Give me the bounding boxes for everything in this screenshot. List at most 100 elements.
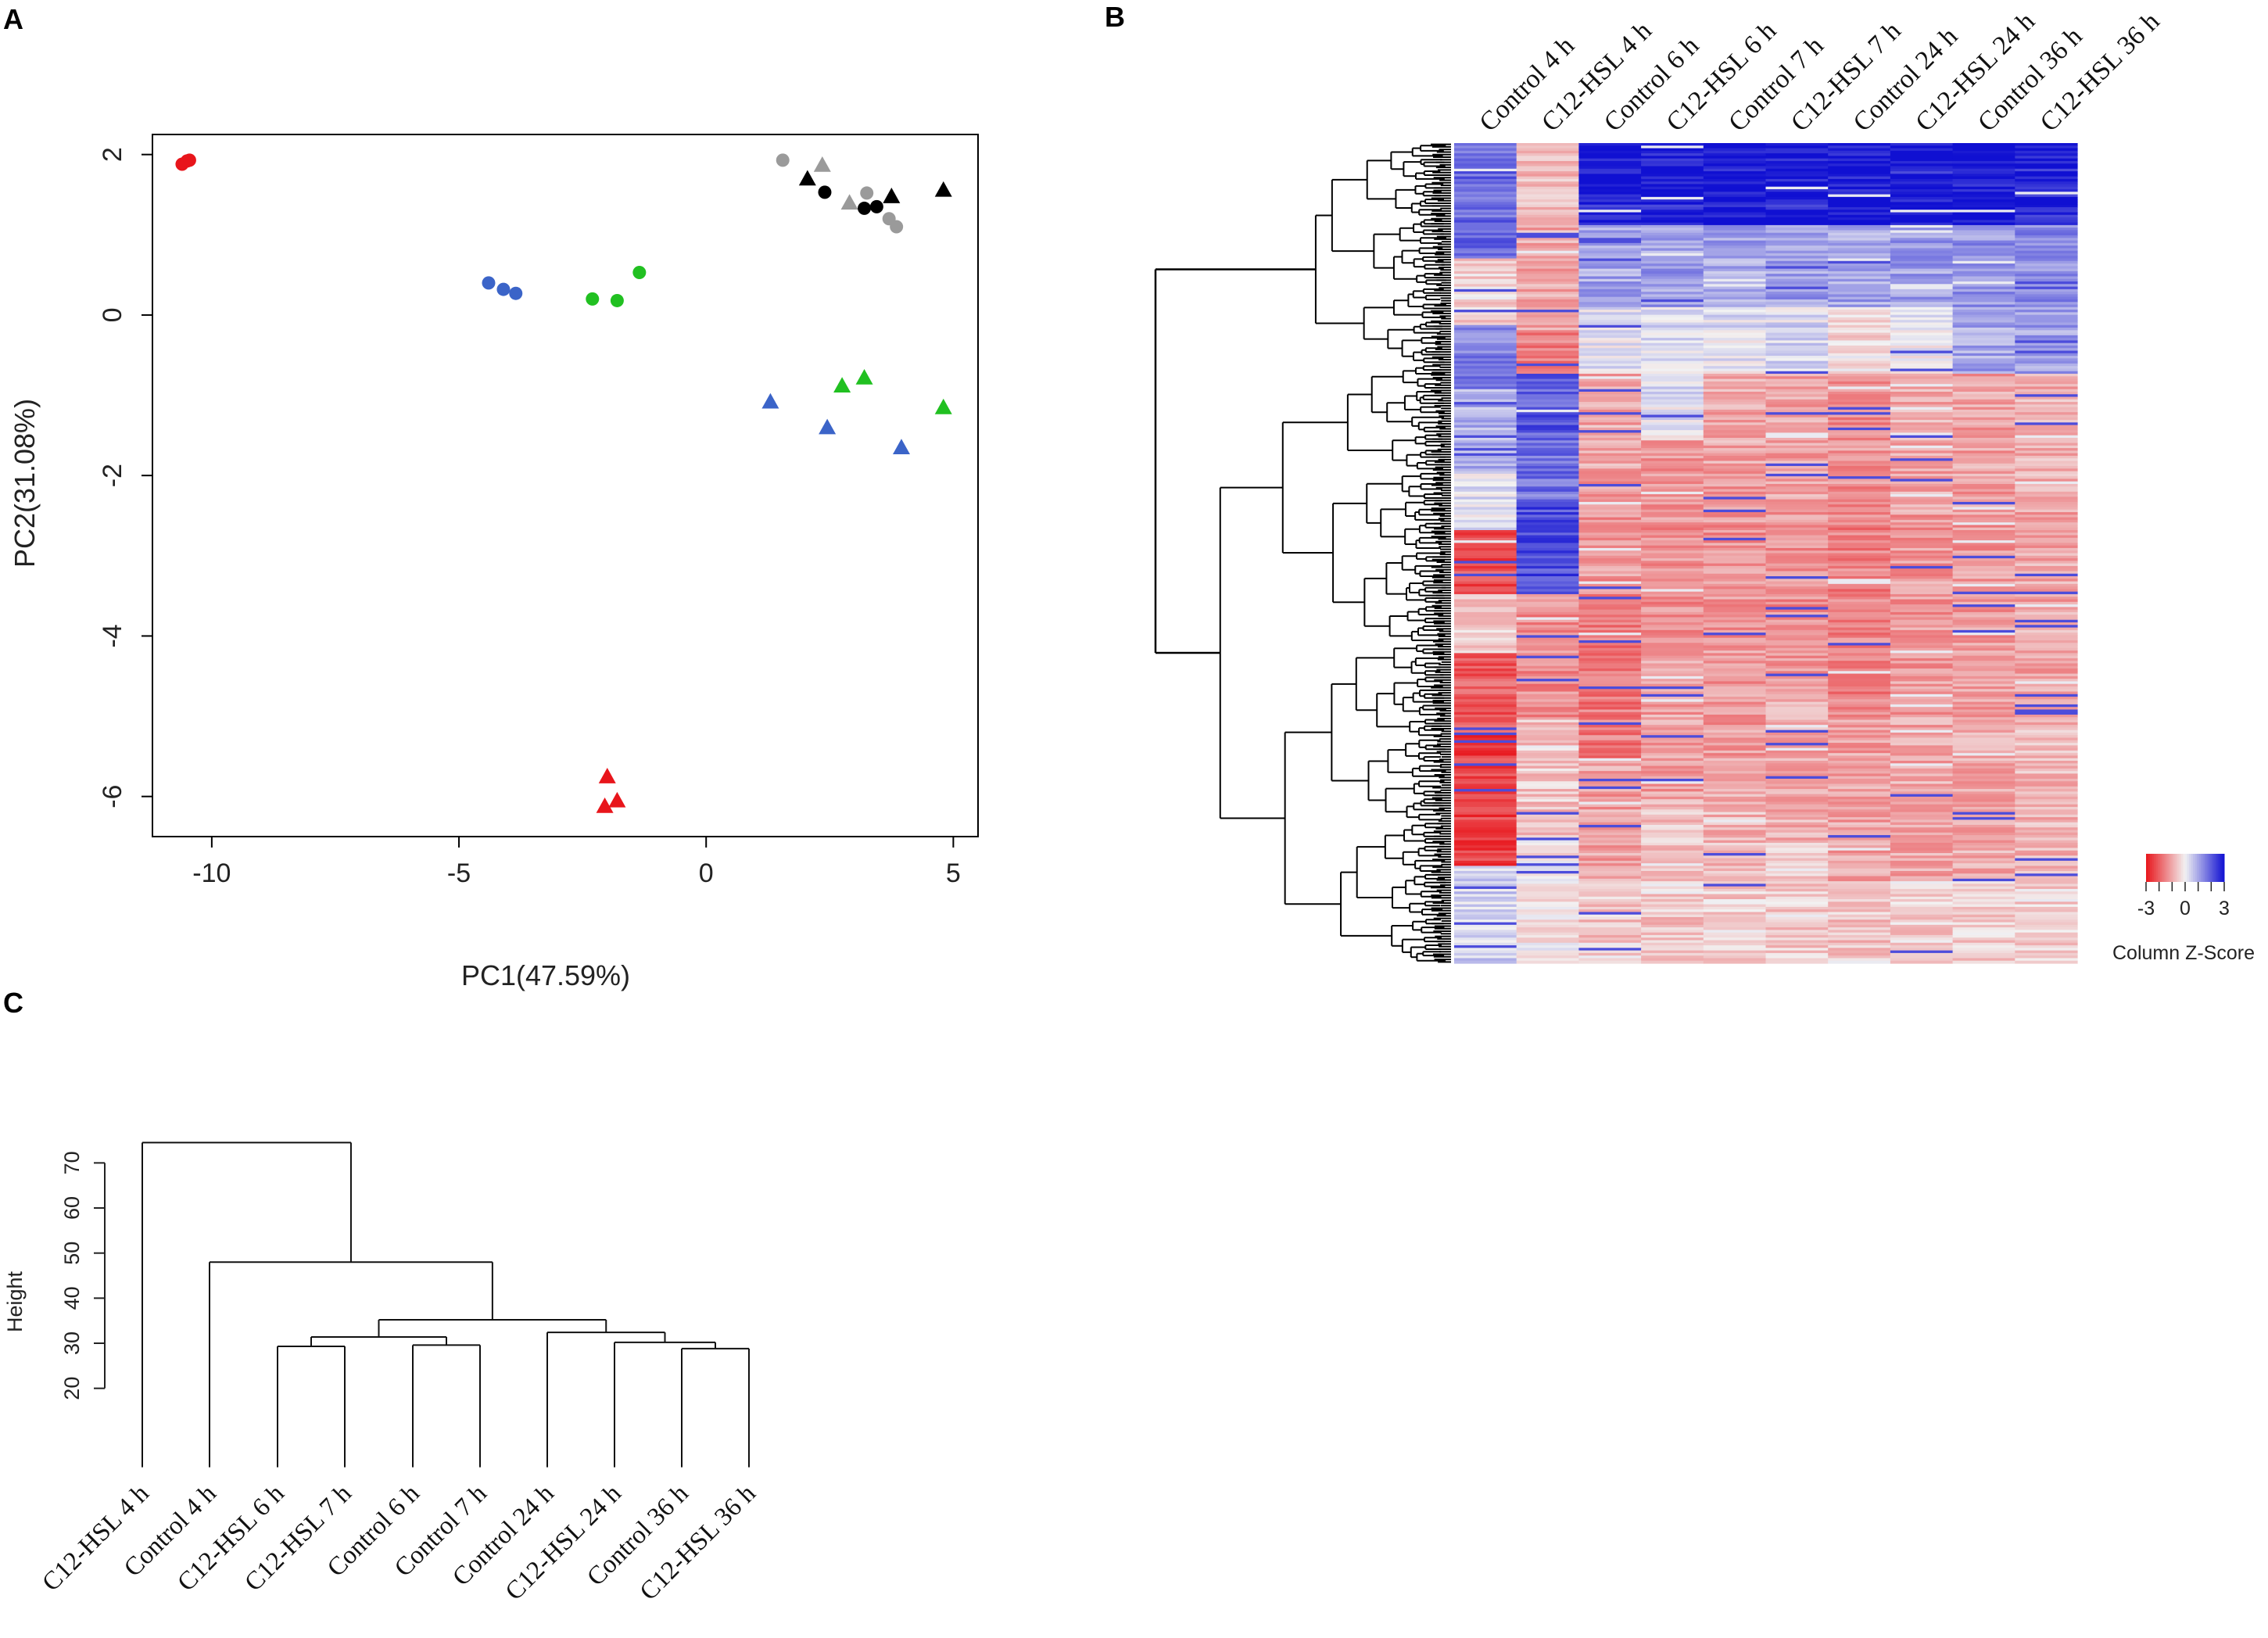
heatmap-cell (1578, 389, 1642, 392)
heatmap-cell (1828, 461, 1891, 464)
heatmap-cell (1703, 368, 1767, 372)
heatmap-cell (2015, 455, 2078, 459)
heatmap-cell (1765, 824, 1829, 828)
heatmap-cell (1890, 471, 1954, 475)
heatmap-cell (2015, 876, 2078, 880)
heatmap-cell (1890, 888, 1954, 892)
heatmap-cell (1578, 271, 1642, 274)
heatmap-cell (1516, 263, 1579, 267)
heatmap-cell (1578, 740, 1642, 744)
heatmap-cell (2015, 435, 2078, 439)
heatmap-cell (1454, 322, 1517, 326)
heatmap-cell (1828, 817, 1891, 821)
heatmap-cell (1765, 835, 1829, 838)
heatmap-cell (1828, 525, 1891, 529)
heatmap-cell (1516, 637, 1579, 641)
heatmap-cell (1890, 448, 1954, 451)
heatmap-cell (2015, 530, 2078, 533)
heatmap-cell (1516, 289, 1579, 292)
heatmap-cell (1828, 358, 1891, 362)
heatmap-cell (1641, 747, 1704, 751)
heatmap-cell (1703, 658, 1767, 661)
heatmap-cell (1641, 328, 1704, 331)
heatmap-cell (1765, 617, 1829, 621)
heatmap-cell (1516, 681, 1579, 685)
heatmap-cell (1641, 950, 1704, 954)
heatmap-cell (1454, 145, 1517, 149)
heatmap-cell (1952, 284, 2015, 288)
heatmap-cell (1890, 952, 1954, 956)
heatmap-cell (2015, 473, 2078, 477)
heatmap-cell (2015, 210, 2078, 213)
heatmap-cell (1828, 342, 1891, 346)
heatmap-cell (1641, 320, 1704, 324)
heatmap-cell (1952, 881, 2015, 884)
heatmap-cell (1641, 663, 1704, 667)
heatmap-cell (1454, 458, 1517, 462)
heatmap-cell (1765, 589, 1829, 593)
heatmap-cell (1516, 342, 1579, 346)
heatmap-cell (1516, 948, 1579, 952)
heatmap-cell (1828, 691, 1891, 695)
heatmap-cell (1828, 310, 1891, 313)
heatmap-cell (2015, 593, 2078, 597)
heatmap-cell (1454, 799, 1517, 803)
heatmap-cell (2015, 647, 2078, 651)
heatmap-cell (1641, 627, 1704, 631)
heatmap-cell (1828, 412, 1891, 416)
heatmap-cell (2015, 873, 2078, 877)
zscore-gradient-step (2195, 854, 2198, 882)
heatmap-cell (1516, 547, 1579, 551)
heatmap-cell (1578, 376, 1642, 380)
heatmap-cell (1703, 671, 1767, 675)
heatmap-cell (1578, 184, 1642, 188)
heatmap-cell (1454, 491, 1517, 495)
heatmap-cell (1890, 312, 1954, 316)
heatmap-cell (1952, 371, 2015, 375)
heatmap-cell (1890, 260, 1954, 264)
heatmap-cell (1516, 901, 1579, 905)
heatmap-cell (1454, 593, 1517, 597)
heatmap-cell (1578, 335, 1642, 339)
heatmap-cell (1952, 163, 2015, 167)
heatmap-cell (1641, 150, 1704, 154)
heatmap-cell (1641, 363, 1704, 367)
heatmap-cell (1641, 483, 1704, 487)
heatmap-cell (1578, 481, 1642, 485)
heatmap-cell (2015, 196, 2078, 200)
heatmap-cell (1516, 835, 1579, 838)
heatmap-cell (2015, 579, 2078, 582)
heatmap-cell (2015, 676, 2078, 679)
heatmap-cell (1641, 819, 1704, 823)
heatmap-cell (2015, 263, 2078, 267)
heatmap-cell (1641, 242, 1704, 246)
zscore-gradient-step (2152, 854, 2155, 882)
heatmap-cell (1516, 619, 1579, 623)
heatmap-cell (1765, 568, 1829, 572)
heatmap-cell (1828, 212, 1891, 216)
heatmap-cell (1703, 407, 1767, 410)
heatmap-cell (1578, 328, 1642, 331)
heatmap-cell (1952, 709, 2015, 713)
heatmap-cell (1516, 827, 1579, 831)
heatmap-cell (1703, 786, 1767, 790)
heatmap-cell (1454, 360, 1517, 364)
heatmap-cell (1890, 404, 1954, 408)
heatmap-cell (1828, 314, 1891, 318)
heatmap-cell (1952, 830, 2015, 833)
heatmap-cell (1703, 445, 1767, 449)
heatmap-cell (1703, 306, 1767, 310)
heatmap-cell (1516, 417, 1579, 421)
heatmap-cell (1952, 507, 2015, 511)
heatmap-cell (1516, 278, 1579, 282)
heatmap-cell (1578, 629, 1642, 633)
heatmap-cell (1516, 886, 1579, 890)
zscore-gradient-step (2155, 854, 2159, 882)
heatmap-cell (1765, 878, 1829, 882)
heatmap-cell (1952, 860, 2015, 864)
heatmap-cell (1703, 394, 1767, 398)
heatmap-cell (1703, 597, 1767, 600)
heatmap-cell (1516, 443, 1579, 446)
heatmap-cell (1641, 904, 1704, 908)
heatmap-cell (1516, 786, 1579, 790)
